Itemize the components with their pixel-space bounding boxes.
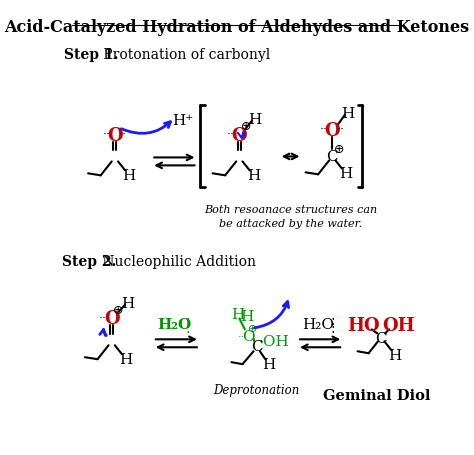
Text: O: O xyxy=(232,126,247,144)
Text: :: : xyxy=(185,322,190,336)
Text: ·OH: ·OH xyxy=(259,334,290,349)
Text: H: H xyxy=(122,169,136,183)
Text: Nucleophilic Addition: Nucleophilic Addition xyxy=(98,254,255,268)
Text: ··: ·· xyxy=(337,123,345,136)
Text: H⁺: H⁺ xyxy=(172,113,193,127)
Text: O: O xyxy=(325,121,340,139)
Text: C: C xyxy=(327,150,338,164)
Text: H: H xyxy=(119,353,133,366)
Text: ··: ·· xyxy=(119,128,127,141)
Text: Step 1.: Step 1. xyxy=(64,48,119,62)
Text: :: : xyxy=(185,314,190,328)
Text: H₂O: H₂O xyxy=(158,318,192,332)
Text: H: H xyxy=(241,310,254,324)
Text: OH: OH xyxy=(382,317,415,335)
Text: H: H xyxy=(122,296,135,310)
Text: :: : xyxy=(330,314,335,328)
Text: H: H xyxy=(339,167,352,181)
Text: O: O xyxy=(104,310,119,328)
Text: Both resoanace structures can
be attacked by the water.: Both resoanace structures can be attacke… xyxy=(204,205,377,229)
Text: O: O xyxy=(243,329,255,344)
Text: H: H xyxy=(247,169,260,183)
Text: HO: HO xyxy=(347,317,380,335)
Text: :: : xyxy=(330,322,335,336)
Text: H: H xyxy=(388,349,401,363)
Text: Deprotonation: Deprotonation xyxy=(213,383,300,396)
Text: ⊕: ⊕ xyxy=(248,324,257,334)
Text: H: H xyxy=(248,112,262,126)
Text: Step 2.: Step 2. xyxy=(62,254,117,268)
Text: Geminal Diol: Geminal Diol xyxy=(323,388,431,402)
Text: H₂O: H₂O xyxy=(302,318,334,332)
Text: H: H xyxy=(341,106,355,121)
Text: O: O xyxy=(107,126,123,144)
Text: ··: ·· xyxy=(238,332,246,342)
Text: ··: ·· xyxy=(99,311,107,324)
Text: H: H xyxy=(231,308,245,322)
Text: ⊕: ⊕ xyxy=(334,143,345,156)
Text: ··: ·· xyxy=(227,128,235,141)
Text: C: C xyxy=(375,332,387,345)
Text: Protonation of carbonyl: Protonation of carbonyl xyxy=(99,48,270,62)
Text: ··: ·· xyxy=(319,123,328,136)
Text: S: S xyxy=(250,332,251,333)
Text: ⊕: ⊕ xyxy=(240,120,251,133)
Text: H: H xyxy=(262,357,275,371)
Text: C: C xyxy=(251,339,263,354)
Text: ··: ·· xyxy=(103,128,111,141)
Text: ⊕: ⊕ xyxy=(113,303,123,316)
Text: Acid-Catalyzed Hydration of Aldehydes and Ketones: Acid-Catalyzed Hydration of Aldehydes an… xyxy=(4,19,470,36)
